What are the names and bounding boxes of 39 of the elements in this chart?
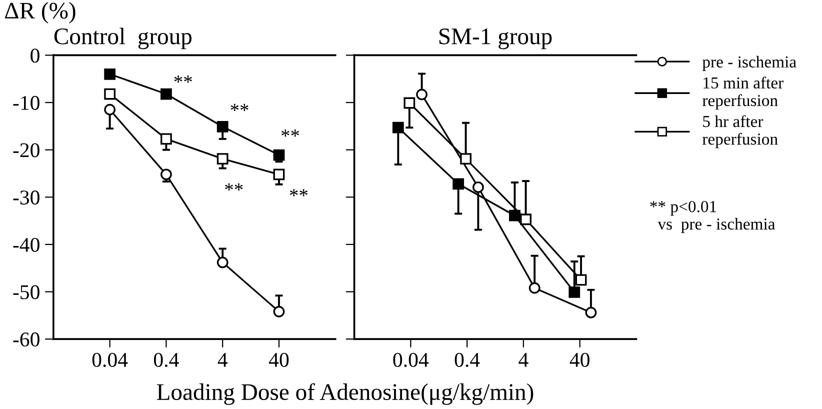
annotation: ** [290, 189, 308, 196]
y-tick-label: -20 [13, 143, 40, 158]
point [160, 133, 172, 145]
point [273, 306, 285, 318]
legend-label: 5 hr after reperfusion [702, 115, 778, 148]
point [216, 153, 228, 165]
legend-label: pre - ischemia [702, 56, 796, 71]
x-tick-label: 0.4 [454, 352, 480, 368]
annotation: ** [225, 183, 243, 191]
y-tick-label: -30 [13, 190, 40, 205]
x-tick-label: 0.04 [393, 352, 429, 368]
x-tick-label: 0.04 [92, 352, 128, 368]
chart-title: SM-1 group [439, 28, 552, 50]
point [104, 88, 116, 100]
y-tick-label: 0 [30, 48, 40, 63]
x-tick-label: 4 [518, 353, 528, 367]
x-tick-label: 40 [570, 352, 590, 367]
point [216, 120, 228, 132]
point [216, 256, 228, 268]
annotation: ** [174, 76, 192, 83]
legend-label: 15 min after reperfusion [702, 76, 784, 110]
y-axis-title: ΔR (%) [5, 2, 76, 24]
x-tick-label: 0.4 [154, 352, 179, 368]
x-tick-label: 4 [218, 353, 228, 367]
point [160, 88, 172, 100]
x-axis-title: Loading Dose of Adenosine(μg/kg/min) [156, 383, 534, 405]
x-tick-label: 40 [268, 352, 289, 367]
text: ** p<0.01 vs pre - ischemia [650, 200, 776, 234]
y-tick-label: -60 [13, 332, 40, 346]
point [104, 68, 116, 80]
y-tick-label: -40 [13, 238, 40, 252]
y-tick-label: -10 [13, 96, 40, 110]
y-tick-label: -50 [13, 285, 40, 300]
point [273, 168, 285, 180]
annotation: ** [281, 129, 300, 137]
annotation: ** [230, 104, 248, 112]
chart-title: Control group [54, 28, 192, 50]
point [160, 168, 172, 180]
point [104, 104, 116, 116]
